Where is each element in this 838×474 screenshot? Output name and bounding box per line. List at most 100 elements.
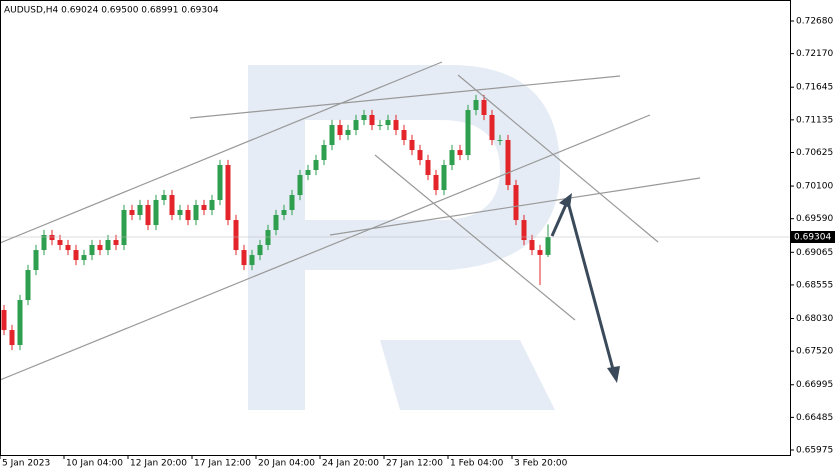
candle-body	[289, 195, 295, 210]
candle-body	[441, 165, 447, 191]
candle-body	[9, 330, 15, 346]
candle-body	[401, 130, 407, 140]
candle-body	[217, 165, 223, 201]
candle-body	[185, 210, 191, 221]
candle-body	[505, 140, 511, 186]
candle-body	[521, 220, 527, 241]
y-tick-label: 0.66995	[796, 380, 833, 390]
candle-body	[49, 235, 55, 241]
candle-body	[177, 210, 183, 215]
x-tick-label: 27 Jan 12:00	[386, 459, 443, 469]
candle-body	[33, 250, 39, 271]
candle-body	[433, 175, 439, 191]
candle-body	[537, 250, 543, 255]
candle-body	[353, 120, 359, 131]
candle-body	[425, 160, 431, 175]
candle-body	[209, 200, 215, 210]
y-tick-label: 0.69065	[796, 248, 833, 258]
candle-body	[369, 114, 375, 126]
candle-body	[201, 205, 207, 210]
y-tick-label: 0.69590	[796, 214, 833, 224]
y-tick-label: 0.66485	[796, 413, 833, 423]
candle-body	[41, 235, 47, 251]
candle-body	[25, 270, 31, 301]
candle-body	[121, 210, 127, 245]
candle-body	[233, 220, 239, 251]
candle-body	[361, 114, 367, 121]
x-tick-label: 1 Feb 04:00	[450, 459, 504, 469]
candle-body	[17, 300, 23, 346]
candle-body	[225, 165, 231, 221]
candle-body	[57, 240, 63, 245]
candle-body	[393, 120, 399, 131]
candle-body	[241, 250, 247, 266]
candle-body	[337, 125, 343, 136]
x-tick-label: 10 Jan 04:00	[66, 459, 123, 469]
x-tick-label: 12 Jan 20:00	[130, 459, 187, 469]
candle-body	[153, 200, 159, 226]
chart-title: AUDUSD,H4 0.69024 0.69500 0.68991 0.6930…	[4, 6, 219, 16]
x-tick-label: 20 Jan 04:00	[258, 459, 315, 469]
candle-body	[345, 130, 351, 136]
candle-body	[73, 250, 79, 261]
y-tick-label: 0.67520	[796, 347, 833, 357]
candle-body	[465, 109, 471, 156]
y-tick-label: 0.71645	[796, 83, 833, 93]
y-tick-label: 0.72680	[796, 16, 833, 26]
candle-body	[497, 140, 503, 141]
candle-body	[297, 175, 303, 196]
candle-body	[385, 120, 391, 126]
candle-body	[105, 240, 111, 251]
x-tick-label: 5 Jan 2023	[2, 459, 50, 469]
x-tick-label: 17 Jan 12:00	[194, 459, 251, 469]
candle-body	[321, 144, 327, 161]
plot-area	[0, 94, 790, 351]
candle-body	[377, 125, 383, 127]
candle-body	[265, 230, 271, 245]
forecast-arrows	[550, 193, 620, 383]
candle-body	[81, 255, 87, 261]
last-price-label: 0.69304	[794, 233, 831, 243]
y-tick-label: 0.70625	[796, 148, 833, 158]
candle-body	[145, 205, 151, 226]
candle-body	[273, 214, 279, 231]
y-tick-label: 0.72170	[796, 49, 833, 59]
y-tick-label: 0.70100	[796, 182, 833, 192]
candle-body	[313, 160, 319, 171]
candle-body	[169, 195, 175, 215]
candle-body	[249, 255, 255, 266]
candle-body	[305, 170, 311, 175]
candle-body	[473, 100, 479, 110]
candle-body	[137, 205, 143, 215]
candle-body	[457, 150, 463, 156]
candle-body	[89, 245, 95, 256]
candle-body	[193, 205, 199, 221]
candle-body	[513, 185, 519, 221]
candle-body	[329, 125, 335, 145]
candle-body	[281, 210, 287, 215]
y-tick-label: 0.68030	[796, 314, 833, 324]
trend-lines	[0, 61, 701, 381]
candle-body	[529, 240, 535, 251]
x-tick-label: 3 Feb 20:00	[514, 459, 568, 469]
candle-body	[65, 245, 71, 251]
last-price-badge	[791, 231, 835, 244]
candle-body	[489, 114, 495, 140]
candle-body	[1, 310, 7, 331]
candle-body	[417, 150, 423, 161]
y-tick-label: 0.65975	[796, 446, 833, 456]
watermark	[248, 65, 560, 410]
candle-body	[129, 210, 135, 215]
plot-frame	[0, 0, 791, 456]
candle-body	[161, 195, 167, 201]
candle-body	[257, 245, 263, 256]
y-tick-label: 0.71135	[796, 115, 833, 125]
y-tick-label: 0.68555	[796, 280, 833, 290]
x-tick-label: 24 Jan 20:00	[322, 459, 379, 469]
candle-body	[409, 140, 415, 151]
candle-body	[545, 237, 551, 255]
candle-body	[481, 100, 487, 115]
candle-body	[449, 150, 455, 166]
candle-body	[113, 240, 119, 245]
